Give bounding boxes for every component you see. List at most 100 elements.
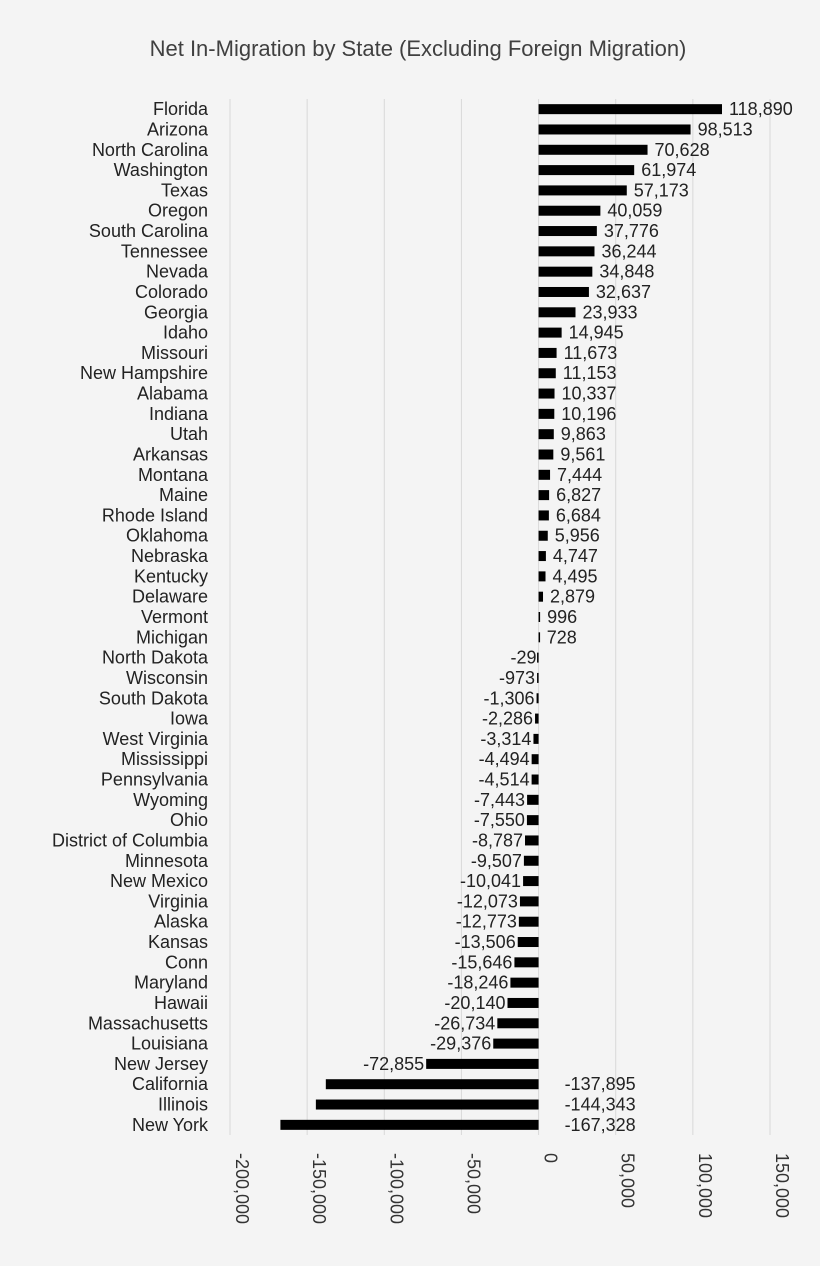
category-label: Alabama xyxy=(137,384,209,404)
bar-hawaii xyxy=(507,997,539,1008)
value-label: 40,059 xyxy=(607,201,662,221)
value-label: 5,956 xyxy=(555,526,600,546)
bar-vermont xyxy=(538,612,541,622)
bar-iowa xyxy=(535,713,539,724)
value-label: -15,646 xyxy=(451,952,512,972)
category-label: Mississippi xyxy=(121,749,208,769)
x-tick-label: 0 xyxy=(541,1153,561,1163)
bar-utah xyxy=(538,429,554,440)
value-label: 36,244 xyxy=(601,241,656,261)
category-label: South Dakota xyxy=(99,688,209,708)
category-label: New Mexico xyxy=(110,871,208,891)
category-label: Iowa xyxy=(170,709,209,729)
category-label: Kansas xyxy=(148,932,208,952)
value-label: 4,747 xyxy=(553,546,598,566)
category-label: Minnesota xyxy=(125,851,209,871)
category-label: North Carolina xyxy=(92,140,209,160)
bar-new-hampshire xyxy=(538,368,556,379)
value-label: -9,507 xyxy=(471,851,522,871)
value-label: 7,444 xyxy=(557,465,602,485)
value-label: -2,286 xyxy=(482,709,533,729)
category-label: Nebraska xyxy=(131,546,209,566)
bar-south-dakota xyxy=(536,693,539,704)
category-label: Rhode Island xyxy=(102,505,208,525)
bar-nevada xyxy=(538,266,593,277)
category-label: District of Columbia xyxy=(52,830,209,850)
value-label: -8,787 xyxy=(472,830,523,850)
category-label: New Jersey xyxy=(114,1054,208,1074)
bar-wisconsin xyxy=(537,672,539,683)
value-label: -4,514 xyxy=(479,770,530,790)
bar-florida xyxy=(538,104,723,115)
value-label: 728 xyxy=(547,627,577,647)
bar-virginia xyxy=(519,896,539,907)
category-label: Missouri xyxy=(141,343,208,363)
bar-georgia xyxy=(538,307,576,318)
bar-arkansas xyxy=(538,449,554,460)
value-label: 32,637 xyxy=(596,282,651,302)
category-label: Montana xyxy=(138,465,209,485)
value-label: 34,848 xyxy=(599,262,654,282)
value-label: 57,173 xyxy=(634,180,689,200)
category-label: Wisconsin xyxy=(126,668,208,688)
bar-massachusetts xyxy=(497,1018,539,1029)
category-label: Virginia xyxy=(148,891,209,911)
value-label: -973 xyxy=(499,668,535,688)
category-label: Pennsylvania xyxy=(101,770,209,790)
value-label: 118,890 xyxy=(729,99,793,119)
bar-west-virginia xyxy=(533,733,539,744)
category-label: Kentucky xyxy=(134,566,208,586)
bar-kentucky xyxy=(538,571,546,582)
category-label: West Virginia xyxy=(103,729,209,749)
bar-new-mexico xyxy=(523,876,539,887)
category-label: Tennessee xyxy=(121,241,208,261)
value-label: 2,879 xyxy=(550,587,595,607)
value-label: -10,041 xyxy=(460,871,521,891)
x-tick-label: 50,000 xyxy=(618,1153,638,1208)
category-label: Conn xyxy=(165,952,208,972)
category-label: Ohio xyxy=(170,810,208,830)
category-label: Oregon xyxy=(148,201,208,221)
category-label: Wyoming xyxy=(133,790,208,810)
bar-wyoming xyxy=(527,794,539,805)
category-label: Utah xyxy=(170,424,208,444)
value-label: 37,776 xyxy=(604,221,659,241)
value-label: 10,196 xyxy=(561,404,616,424)
category-label: Delaware xyxy=(132,587,208,607)
bar-colorado xyxy=(538,286,589,297)
category-label: Indiana xyxy=(149,404,209,424)
bar-district-of-columbia xyxy=(525,835,539,846)
value-label: 9,561 xyxy=(560,444,605,464)
category-label: Illinois xyxy=(158,1095,208,1115)
bar-delaware xyxy=(538,591,544,602)
value-label: 70,628 xyxy=(655,140,710,160)
value-label: 9,863 xyxy=(561,424,606,444)
category-label: Texas xyxy=(161,180,208,200)
bar-montana xyxy=(538,469,551,480)
bar-north-dakota xyxy=(537,652,539,663)
category-label: Hawaii xyxy=(154,993,208,1013)
bar-alaska xyxy=(518,916,539,927)
value-label: -144,343 xyxy=(565,1095,636,1115)
bar-arizona xyxy=(538,124,691,135)
bar-louisiana xyxy=(493,1038,539,1049)
value-label: -20,140 xyxy=(444,993,505,1013)
bar-idaho xyxy=(538,327,562,338)
category-label: Oklahoma xyxy=(126,526,209,546)
value-label: 6,827 xyxy=(556,485,601,505)
category-label: New York xyxy=(132,1115,209,1135)
category-label: Arizona xyxy=(147,119,209,139)
bar-pennsylvania xyxy=(531,774,539,785)
category-label: Maine xyxy=(159,485,208,505)
bar-oregon xyxy=(538,205,601,216)
bar-south-carolina xyxy=(538,226,597,237)
value-label: -18,246 xyxy=(447,973,508,993)
value-label: -3,314 xyxy=(480,729,531,749)
x-tick-label: -200,000 xyxy=(232,1153,252,1224)
bar-maine xyxy=(538,490,550,501)
bar-missouri xyxy=(538,347,557,358)
bar-oklahoma xyxy=(538,530,548,541)
category-label: North Dakota xyxy=(102,648,209,668)
